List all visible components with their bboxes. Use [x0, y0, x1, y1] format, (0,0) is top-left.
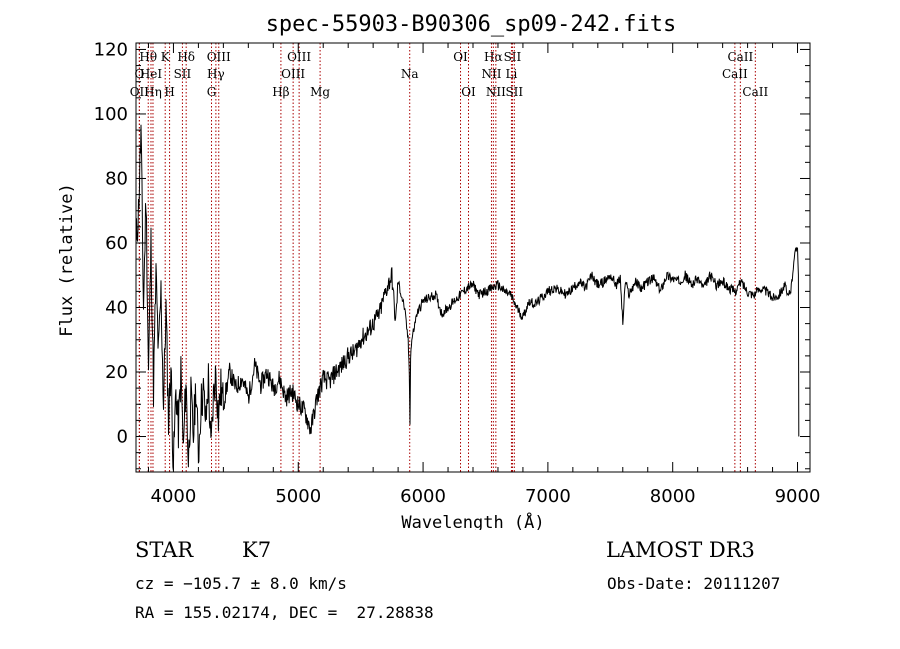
line-label-0: Hθ: [139, 50, 157, 64]
x-tick-label: 9000: [775, 486, 821, 507]
line-label-15: Mg: [310, 85, 330, 99]
line-label-1: O: [134, 67, 144, 81]
ra-dec: RA = 155.02174, DEC = 27.28838: [135, 603, 434, 622]
line-label-9: OIII: [207, 50, 231, 64]
x-axis-label: Wavelength (Å): [401, 511, 544, 530]
object-subclass: K7: [242, 538, 272, 562]
x-tick-label: 6000: [400, 486, 446, 507]
y-tick-label: 0: [117, 427, 128, 448]
line-label-26: CaII: [722, 67, 748, 81]
line-label-3: OII: [130, 85, 150, 99]
y-tick-label: 100: [94, 104, 128, 125]
y-tick-label: 80: [105, 168, 128, 189]
line-label-19: Hα: [484, 50, 503, 64]
line-label-4: Hη: [144, 85, 162, 99]
line-label-21: NII: [481, 67, 501, 81]
plot-frame: [135, 42, 811, 473]
line-label-24: SII: [505, 85, 523, 99]
chart-title: spec-55903-B90306_sp09-242.fits: [266, 12, 677, 37]
line-label-16: Na: [401, 67, 419, 81]
line-label-25: CaII: [727, 50, 753, 64]
x-tick-label: 4000: [151, 486, 197, 507]
obs-date: Obs-Date: 20111207: [607, 574, 781, 593]
x-tick-label: 5000: [275, 486, 321, 507]
y-axis-label: Flux (relative): [57, 183, 77, 337]
line-label-8: Hδ: [177, 50, 195, 64]
redshift-cz: cz = −105.7 ± 8.0 km/s: [135, 574, 347, 593]
line-label-2: HeI: [140, 67, 163, 81]
line-label-7: H: [164, 85, 174, 99]
x-tick-label: 8000: [650, 486, 696, 507]
line-label-23: NII: [486, 85, 506, 99]
object-class: STAR: [135, 538, 194, 562]
line-label-17: OI: [453, 50, 468, 64]
line-label-12: OIII: [287, 50, 311, 64]
spectrum-layer: [135, 124, 800, 471]
line-label-11: G: [207, 85, 217, 99]
x-tick-label: 7000: [525, 486, 571, 507]
line-label-18: OI: [461, 85, 476, 99]
line-label-6: SII: [174, 67, 192, 81]
line-label-22: Li: [506, 67, 518, 81]
y-tick-label: 40: [105, 297, 128, 318]
axis-ticks-layer: 4000 5000 6000 7000 8000 9000 0 20 40 60 80 100 120: [94, 39, 821, 507]
y-tick-label: 20: [105, 362, 128, 383]
y-tick-label: 60: [105, 233, 128, 254]
line-label-10: Hγ: [207, 67, 225, 81]
survey-name: LAMOST DR3: [606, 538, 755, 562]
line-label-20: SII: [504, 50, 522, 64]
line-label-27: CaII: [742, 85, 768, 99]
line-label-13: OIII: [281, 67, 305, 81]
line-label-14: Hβ: [272, 85, 289, 99]
spectrum-line: [135, 124, 800, 471]
line-label-5: K: [161, 50, 171, 64]
y-tick-label: 120: [94, 39, 128, 60]
